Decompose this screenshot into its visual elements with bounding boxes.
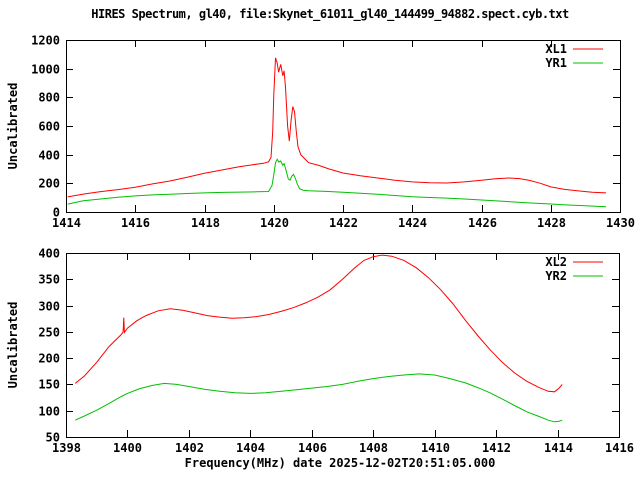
x-tick-label: 1398 bbox=[52, 441, 81, 455]
x-tick-label: 1418 bbox=[191, 216, 220, 230]
x-tick-label: 1416 bbox=[605, 441, 634, 455]
x-tick-label: 1422 bbox=[329, 216, 358, 230]
y-tick-label: 250 bbox=[38, 326, 60, 340]
y-tick-label: 1200 bbox=[31, 34, 60, 48]
x-tick-label: 1416 bbox=[121, 216, 150, 230]
x-tick-label: 1426 bbox=[468, 216, 497, 230]
x-tick-label: 1424 bbox=[398, 216, 427, 230]
y-tick-label: 800 bbox=[38, 91, 60, 105]
y-tick-label: 400 bbox=[38, 149, 60, 163]
legend-label-xl2: XL2 bbox=[545, 255, 567, 269]
y-tick-label: 200 bbox=[38, 352, 60, 366]
x-tick-label: 1420 bbox=[260, 216, 289, 230]
y-tick-label: 1000 bbox=[31, 63, 60, 77]
x-tick-label: 1410 bbox=[421, 441, 450, 455]
y-tick-label: 300 bbox=[38, 300, 60, 314]
legend-label-yr1: YR1 bbox=[545, 56, 567, 70]
series-line-xl2 bbox=[74, 254, 563, 393]
plot-border bbox=[66, 253, 620, 438]
series-line-yr2 bbox=[74, 373, 563, 423]
y-tick-label: 200 bbox=[38, 177, 60, 191]
x-tick-label: 1406 bbox=[298, 441, 327, 455]
x-tick-label: 1414 bbox=[544, 441, 573, 455]
x-tick-label: 1430 bbox=[606, 216, 635, 230]
x-tick-label: 1404 bbox=[236, 441, 265, 455]
x-tick-label: 1414 bbox=[52, 216, 81, 230]
y-tick-label: 600 bbox=[38, 120, 60, 134]
series-line-yr1 bbox=[67, 158, 607, 208]
legend-label-xl1: XL1 bbox=[545, 42, 567, 56]
x-tick-label: 1428 bbox=[537, 216, 566, 230]
y-tick-label: 350 bbox=[38, 273, 60, 287]
x-tick-label: 1402 bbox=[175, 441, 204, 455]
x-tick-label: 1400 bbox=[113, 441, 142, 455]
y-tick-label: 150 bbox=[38, 378, 60, 392]
chart-title: HIRES Spectrum, gl40, file:Skynet_61011_… bbox=[91, 7, 569, 21]
x-axis-label: Frequency(MHz) date 2025-12-02T20:51:05.… bbox=[184, 456, 496, 470]
legend-label-yr2: YR2 bbox=[545, 269, 567, 283]
x-tick-label: 1408 bbox=[359, 441, 388, 455]
y-tick-label: 400 bbox=[38, 247, 60, 261]
y-tick-label: 100 bbox=[38, 405, 60, 419]
x-tick-label: 1412 bbox=[482, 441, 511, 455]
plot-border bbox=[66, 40, 621, 213]
y-tick-label: 50 bbox=[46, 431, 60, 445]
y-tick-label: 0 bbox=[53, 206, 60, 220]
series-line-xl1 bbox=[67, 57, 607, 198]
